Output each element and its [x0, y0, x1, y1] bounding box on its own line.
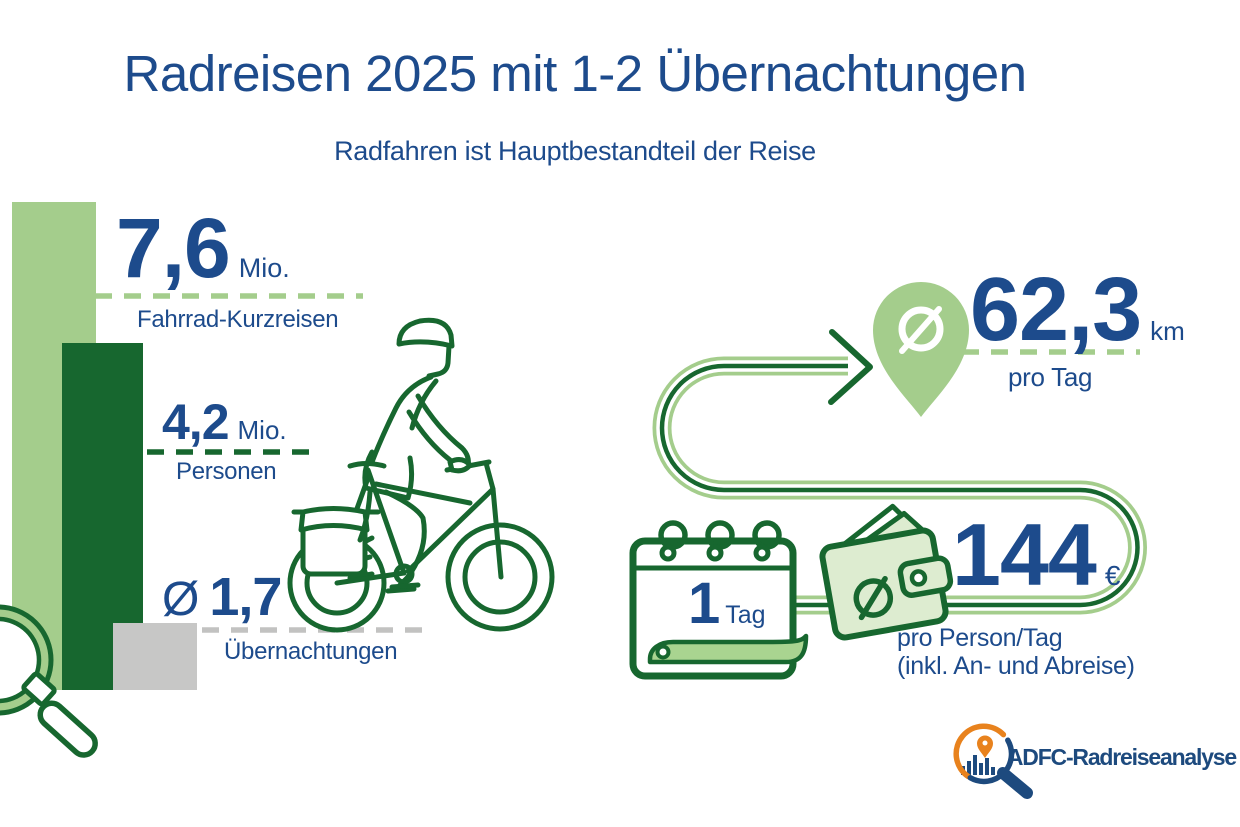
stat-kurzreisen-value: 7,6 — [116, 201, 231, 295]
label-kurzreisen: Fahrrad-Kurzreisen — [137, 306, 339, 333]
stat-cost: 144 € — [952, 511, 1120, 599]
stat-distance-unit: km — [1150, 316, 1185, 346]
stat-personen: 4,2 Mio. — [162, 397, 287, 447]
route-arrow-icon — [828, 329, 873, 405]
stat-cost-value: 144 — [952, 505, 1097, 604]
stat-duration-value: 1 — [688, 571, 720, 636]
wallet-average-icon — [853, 575, 894, 621]
route-path — [652, 356, 1147, 615]
stat-distance: 62,3 km — [970, 265, 1185, 355]
bicycle-rider-icon — [287, 317, 555, 633]
bar-uebernachtungen — [113, 623, 197, 690]
logo-label: ADFC-Radreiseanalyse — [1006, 744, 1237, 770]
page-title: Radreisen 2025 mit 1-2 Übernachtungen — [123, 45, 1027, 102]
label-personen: Personen — [176, 458, 277, 485]
magnifier-icon — [0, 604, 98, 758]
stat-kurzreisen-unit: Mio. — [238, 253, 290, 283]
stat-cost-unit: € — [1104, 560, 1121, 591]
logo-pin-icon — [977, 735, 993, 758]
average-symbol: Ø — [162, 573, 200, 626]
calendar-icon — [629, 520, 809, 680]
stat-duration: 1 Tag — [688, 575, 766, 633]
caption-cost-2: (inkl. An- und Abreise) — [897, 652, 1135, 680]
logo-magnifier-icon — [953, 723, 1033, 799]
page-subtitle: Radfahren ist Hauptbestandteil der Reise — [334, 136, 816, 166]
stat-uebernachtungen-value: 1,7 — [209, 567, 282, 627]
pin-average-icon — [898, 306, 944, 354]
caption-cost-1: pro Person/Tag — [897, 624, 1063, 652]
stat-personen-unit: Mio. — [237, 415, 287, 445]
map-pin-icon — [873, 282, 969, 417]
stat-uebernachtungen: Ø 1,7 — [162, 567, 282, 627]
stat-duration-unit: Tag — [725, 601, 766, 629]
stat-distance-value: 62,3 — [970, 260, 1142, 360]
stat-personen-value: 4,2 — [162, 394, 230, 450]
label-uebernachtungen: Übernachtungen — [224, 638, 398, 665]
caption-distance: pro Tag — [1008, 362, 1093, 392]
wallet-icon — [819, 503, 954, 641]
stat-kurzreisen: 7,6 Mio. — [116, 206, 290, 290]
